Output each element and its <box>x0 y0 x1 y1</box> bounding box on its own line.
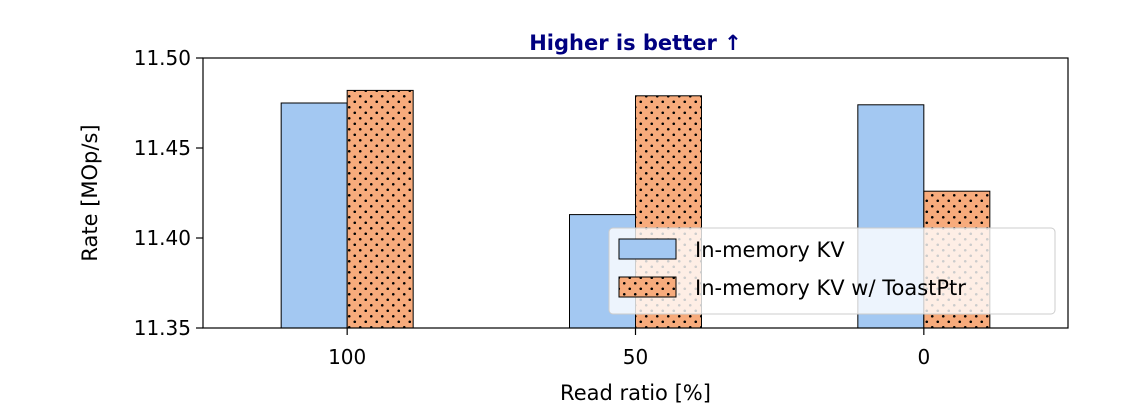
chart-title: Higher is better ↑ <box>529 31 742 55</box>
y-tick-label: 11.50 <box>134 46 191 70</box>
legend-label: In-memory KV <box>695 238 845 262</box>
x-axis-label: Read ratio [%] <box>560 381 711 405</box>
legend-box <box>608 227 1056 315</box>
axes-layer: 11.35 11.40 11.45 11.50 100 50 0 <box>134 46 930 369</box>
legend-swatch <box>618 238 677 260</box>
x-tick-label: 0 <box>917 345 930 369</box>
legend-label: In-memory KV w/ ToastPtr <box>695 276 966 300</box>
y-tick-label: 11.45 <box>134 136 191 160</box>
legend: In-memory KV In-memory KV w/ ToastPtr <box>608 227 1056 315</box>
y-tick-label: 11.35 <box>134 316 191 340</box>
bar-toastptr-100 <box>346 89 414 329</box>
x-tick-label: 100 <box>328 345 366 369</box>
bar-in-memory-kv-100 <box>280 102 348 329</box>
x-tick-label: 50 <box>623 345 648 369</box>
y-tick-label: 11.40 <box>134 226 191 250</box>
y-axis-label: Rate [MOp/s] <box>78 124 102 261</box>
legend-swatch <box>618 276 677 298</box>
